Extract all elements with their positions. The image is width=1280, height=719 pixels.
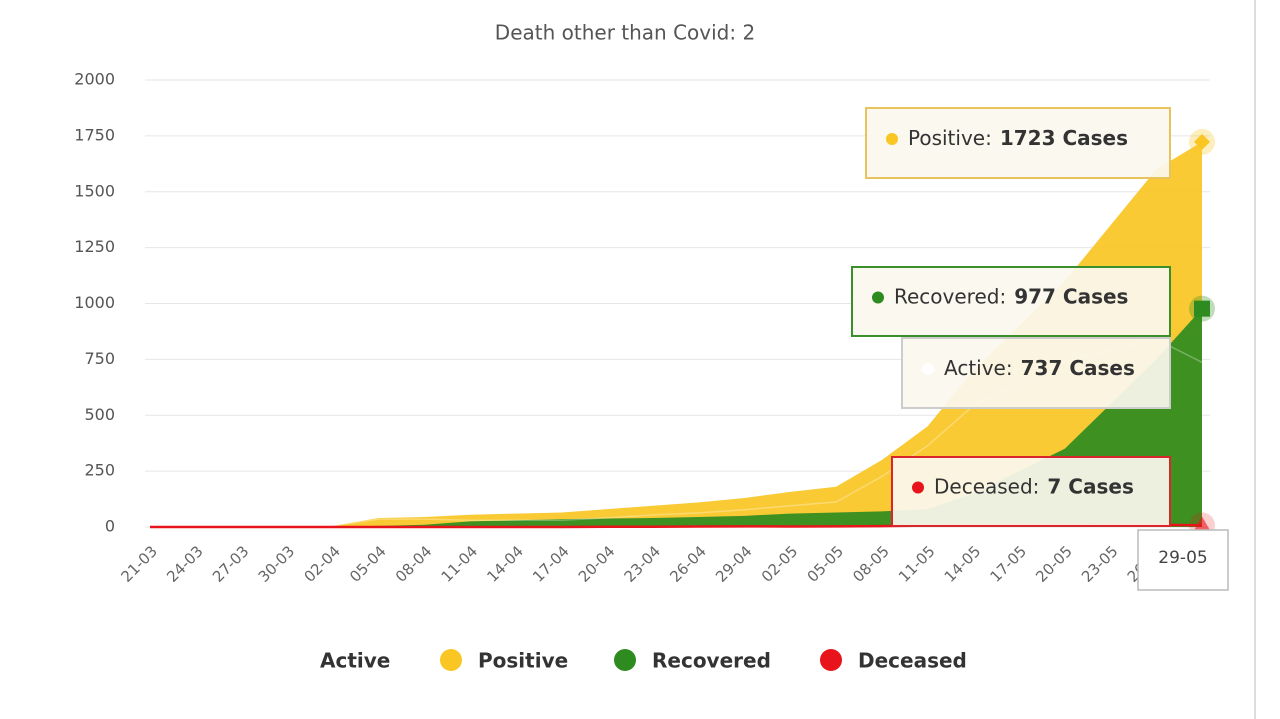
legend-label[interactable]: Deceased (858, 649, 967, 673)
legend-dot (614, 649, 636, 671)
y-tick-label: 1000 (74, 293, 115, 312)
tooltip-dot (922, 363, 934, 375)
y-tick-label: 1250 (74, 237, 115, 256)
tooltip-label: Deceased: (934, 474, 1039, 498)
x-tick-label: 17-04 (529, 542, 573, 586)
tooltip-text: Deceased: 7 Cases (934, 474, 1134, 498)
y-tick-label: 2000 (74, 70, 115, 89)
tooltip-value: 1723 Cases (1000, 126, 1128, 150)
y-tick-label: 0 (105, 517, 115, 536)
x-tick-label: 14-04 (483, 542, 527, 586)
x-tick-label: 29-04 (712, 542, 756, 586)
y-tick-label: 750 (84, 349, 115, 368)
x-tick-label: 20-04 (575, 542, 619, 586)
tooltip-label: Positive: (908, 126, 992, 150)
chart-title: Death other than Covid: 2 (495, 21, 755, 45)
marker (1194, 516, 1210, 531)
x-tick-label: 02-04 (300, 542, 344, 586)
tooltip-text: Positive: 1723 Cases (908, 126, 1128, 150)
x-tick-label: 02-05 (758, 542, 802, 586)
tooltip-value: 7 Cases (1047, 474, 1133, 498)
x-tick-label: 14-05 (941, 542, 985, 586)
x-tick-label: 20-05 (1032, 542, 1076, 586)
tooltip-box (901, 337, 1171, 409)
date-box (1137, 529, 1229, 591)
x-tick-label: 30-03 (255, 542, 299, 586)
x-tick-label: 21-03 (117, 542, 161, 586)
x-tick-label: 23-05 (1078, 542, 1122, 586)
tooltip-dot (886, 133, 898, 145)
tooltip: Recovered: 977 Cases (851, 266, 1171, 337)
marker (1194, 300, 1210, 317)
x-tick-label: 08-05 (849, 542, 893, 586)
x-tick-label: 27-03 (209, 542, 253, 586)
x-tick-label: 08-04 (392, 542, 436, 586)
legend-label[interactable]: Positive (478, 649, 568, 673)
tooltip-box (851, 266, 1171, 337)
x-tick-label: 26-04 (666, 542, 710, 586)
tooltip-label: Active: (944, 356, 1013, 380)
tooltip-label: Recovered: (894, 284, 1006, 308)
tooltip-box (891, 456, 1171, 527)
legend-label[interactable]: Active (320, 649, 390, 673)
x-tick-label: 11-04 (438, 542, 482, 586)
y-tick-label: 250 (84, 461, 115, 480)
x-tick-label: 17-05 (987, 542, 1031, 586)
legend-dot (820, 649, 842, 671)
date-label: 29-05 (1158, 548, 1207, 568)
tooltip-dot (872, 291, 884, 304)
legend-dot (440, 649, 462, 671)
tooltip-box (865, 107, 1171, 179)
y-tick-label: 1500 (74, 181, 115, 200)
x-tick-label: 23-04 (621, 542, 665, 586)
legend-label[interactable]: Recovered (652, 649, 771, 673)
tooltip: Positive: 1723 Cases (865, 107, 1171, 179)
area (150, 141, 1202, 528)
x-tick-label: 11-05 (895, 542, 939, 586)
x-tick-label: 05-04 (346, 542, 390, 586)
tooltip-value: 737 Cases (1021, 356, 1135, 380)
y-tick-label: 1750 (74, 125, 115, 144)
tooltip-dot (912, 481, 924, 494)
x-tick-label: 05-05 (804, 542, 848, 586)
x-tick-label: 24-03 (163, 542, 207, 586)
tooltip-value: 977 Cases (1014, 284, 1128, 308)
tooltip-text: Active: 737 Cases (944, 356, 1135, 380)
marker (1194, 133, 1210, 150)
tooltip: Deceased: 7 Cases (891, 456, 1171, 527)
y-tick-label: 500 (84, 405, 115, 424)
tooltip-text: Recovered: 977 Cases (894, 284, 1128, 308)
tooltip: Active: 737 Cases (901, 337, 1171, 409)
